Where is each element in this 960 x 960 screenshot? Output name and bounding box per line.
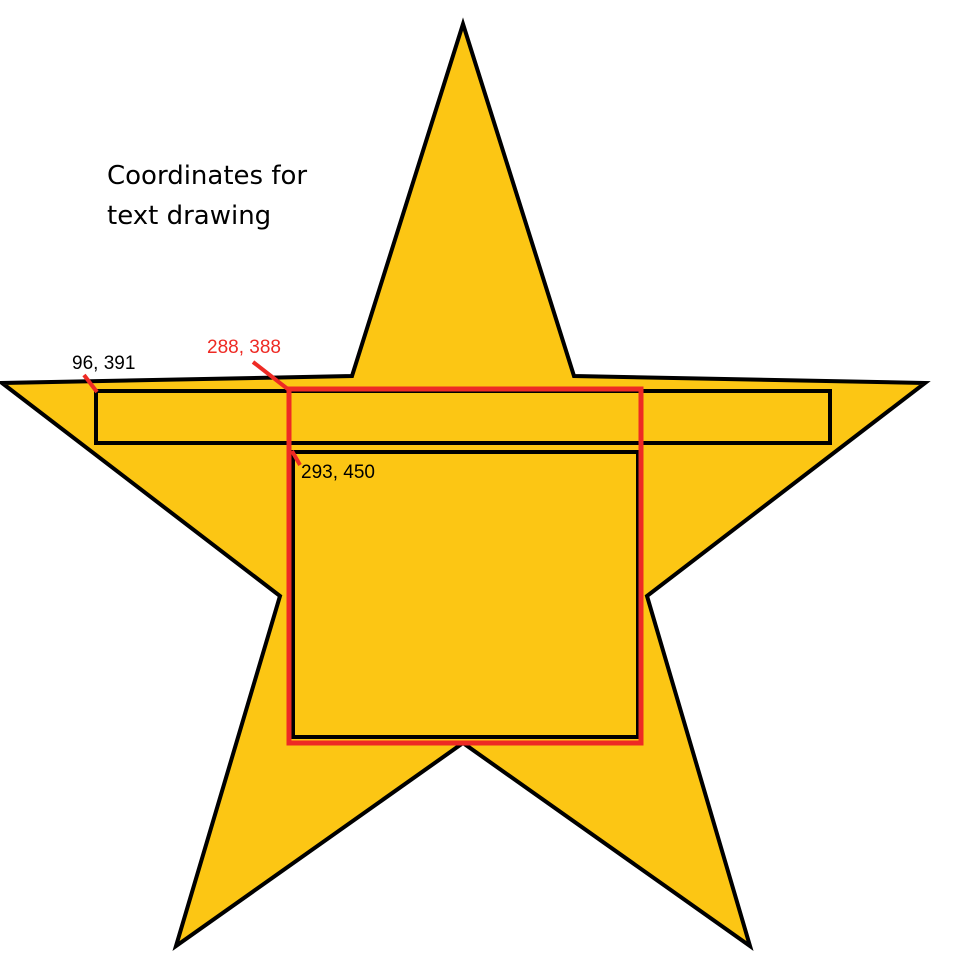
leader-line-wide-rect <box>82 373 99 394</box>
leader-line-inner-rect <box>290 450 302 466</box>
inner-text-rect <box>291 450 640 739</box>
coord-label-red-rect: 288, 388 <box>207 337 281 358</box>
diagram-title-line-2: text drawing <box>107 201 271 231</box>
red-highlight-rect <box>286 386 644 746</box>
coord-label-inner-rect: 293, 450 <box>301 462 375 483</box>
coord-label-wide-rect: 96, 391 <box>72 353 135 374</box>
leader-line-red-rect <box>251 360 291 392</box>
diagram-title-line-1: Coordinates for <box>107 161 307 191</box>
